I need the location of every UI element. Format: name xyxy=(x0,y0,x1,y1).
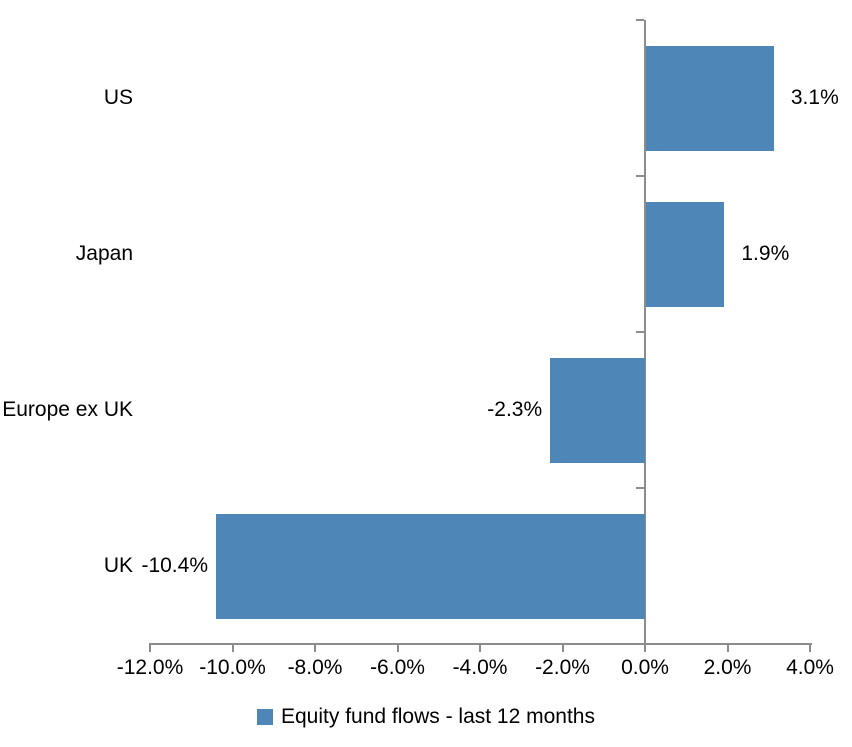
x-axis-tick xyxy=(561,644,564,652)
bar-value-label: -2.3% xyxy=(487,398,543,421)
bar-value-label: 3.1% xyxy=(790,86,839,109)
x-axis-tick-label: 2.0% xyxy=(703,656,752,679)
x-axis-tick-label: -10.0% xyxy=(199,656,266,679)
category-label: Europe ex UK xyxy=(2,398,133,421)
bar xyxy=(216,513,645,619)
bar-value-label: -10.4% xyxy=(141,554,208,577)
category-label: UK xyxy=(103,554,133,577)
x-axis-tick xyxy=(809,644,811,652)
x-axis-tick xyxy=(314,644,316,652)
y-axis-tick xyxy=(636,19,644,21)
legend-swatch xyxy=(257,709,273,725)
x-axis-tick-label: -12.0% xyxy=(116,656,184,679)
legend-label: Equity fund flows - last 12 months xyxy=(281,705,595,728)
x-axis-tick-label: -2.0% xyxy=(535,656,590,679)
x-axis-tick xyxy=(396,644,399,652)
x-axis-tick xyxy=(149,644,151,652)
legend: Equity fund flows - last 12 months xyxy=(0,702,852,732)
x-axis-tick-label: -4.0% xyxy=(452,656,508,679)
x-axis-tick xyxy=(726,644,729,652)
x-axis-tick xyxy=(479,644,481,652)
category-label: Japan xyxy=(75,242,133,265)
category-label: US xyxy=(103,86,133,109)
x-axis-tick xyxy=(644,644,646,652)
y-axis-tick xyxy=(636,331,644,333)
x-axis-tick-label: -6.0% xyxy=(370,656,425,679)
bar xyxy=(646,45,774,151)
y-axis-tick xyxy=(636,175,644,177)
bar-value-label: 1.9% xyxy=(741,242,790,265)
bar xyxy=(646,201,725,307)
x-axis-tick-label: -8.0% xyxy=(287,656,343,679)
x-axis-tick xyxy=(231,644,234,652)
y-axis-tick xyxy=(636,487,644,489)
y-axis-line xyxy=(644,20,646,652)
bar xyxy=(550,357,645,463)
x-axis-tick-label: 0.0% xyxy=(621,656,669,679)
x-axis-tick-label: 4.0% xyxy=(786,656,834,679)
